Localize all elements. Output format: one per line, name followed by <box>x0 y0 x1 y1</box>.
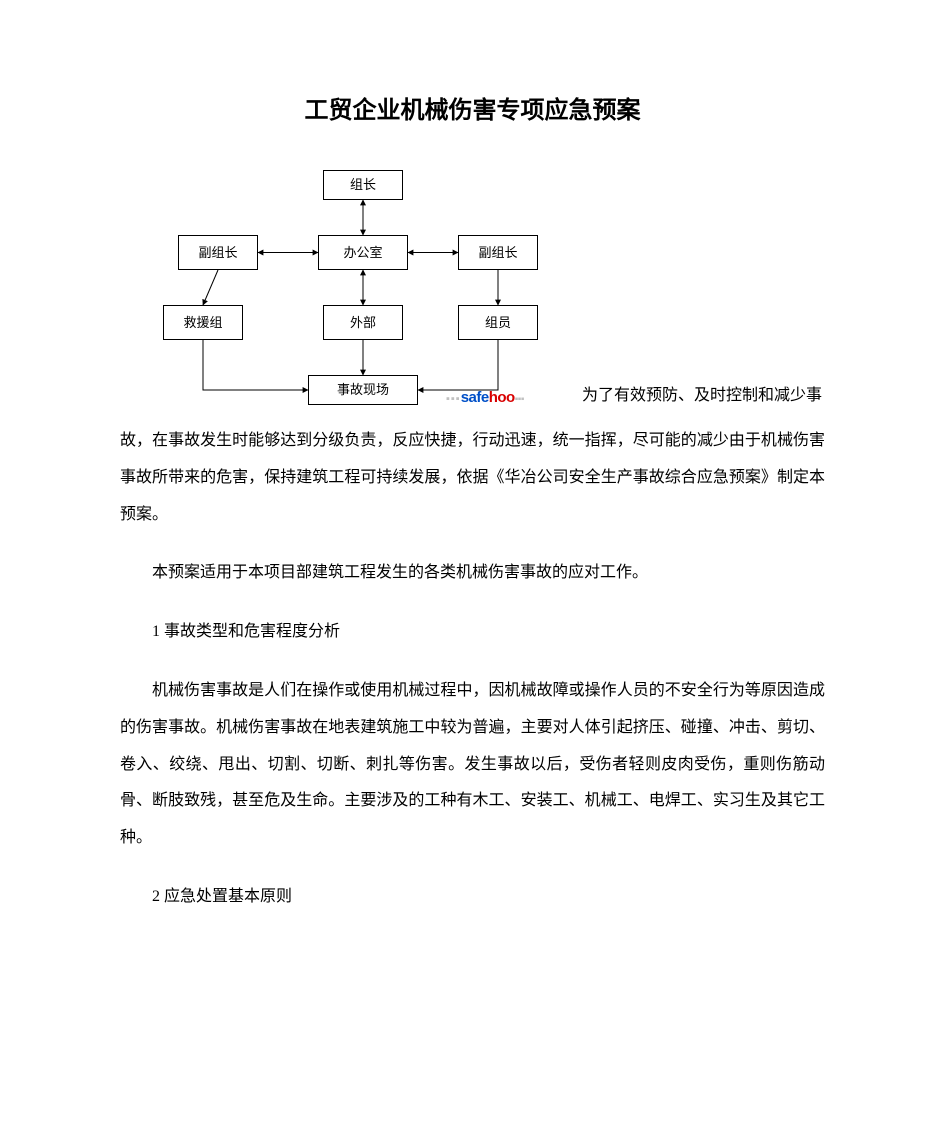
flowchart-node-vice1: 副组长 <box>178 235 258 270</box>
flowchart-node-vice2: 副组长 <box>458 235 538 270</box>
flowchart-node-office: 办公室 <box>318 235 408 270</box>
flowchart-node-scene: 事故现场 <box>308 375 418 405</box>
org-flowchart: 组长副组长 办公室 副组长救援组 外部 组员事故现场 ▪▪▪safehoo▪▪▪ <box>148 155 578 415</box>
flowchart-node-member: 组员 <box>458 305 538 340</box>
section-heading-1: 1 事故类型和危害程度分析 <box>120 614 825 651</box>
watermark: ▪▪▪safehoo▪▪▪ <box>446 381 524 416</box>
flowchart-node-external: 外部 <box>323 305 403 340</box>
paragraph-1-rest: 故，在事故发生时能够达到分级负责，反应快捷，行动迅速，统一指挥，尽可能的减少由于… <box>120 432 825 523</box>
section-heading-2: 2 应急处置基本原则 <box>120 879 825 916</box>
diagram-and-lead: 组长副组长 办公室 副组长救援组 外部 组员事故现场 ▪▪▪safehoo▪▪▪ 为了有… <box>148 155 825 415</box>
page-title: 工贸企业机械伤害专项应急预案 <box>120 90 825 125</box>
flowchart-node-leader: 组长 <box>323 170 403 200</box>
paragraph-3: 机械伤害事故是人们在操作或使用机械过程中，因机械故障或操作人员的不安全行为等原因… <box>120 673 825 857</box>
paragraph-2: 本预案适用于本项目部建筑工程发生的各类机械伤害事故的应对工作。 <box>120 555 825 592</box>
paragraph-1-lead: 为了有效预防、及时控制和减少事 <box>578 378 822 415</box>
flowchart-node-rescue: 救援组 <box>163 305 243 340</box>
intro-block: 组长副组长 办公室 副组长救援组 外部 组员事故现场 ▪▪▪safehoo▪▪▪ 为了有… <box>120 155 825 533</box>
